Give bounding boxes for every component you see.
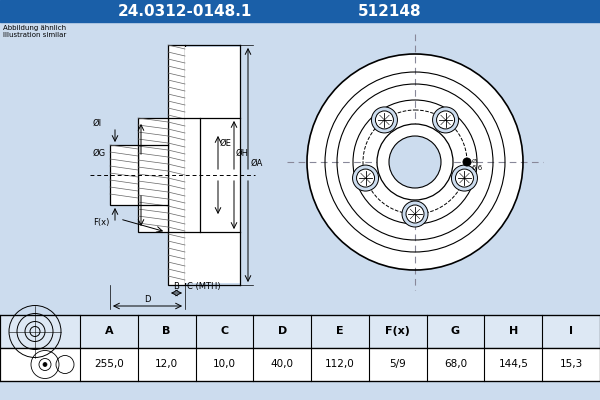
Text: D: D bbox=[278, 326, 287, 336]
Circle shape bbox=[406, 205, 424, 223]
Bar bbox=[185, 47, 240, 283]
Circle shape bbox=[455, 169, 473, 187]
Text: ØG: ØG bbox=[93, 148, 106, 158]
Text: 6,6: 6,6 bbox=[472, 165, 483, 171]
Circle shape bbox=[353, 165, 379, 191]
Circle shape bbox=[371, 107, 397, 133]
Text: 24.0312-0148.1: 24.0312-0148.1 bbox=[118, 4, 252, 18]
Text: Illustration similar: Illustration similar bbox=[3, 32, 66, 38]
Bar bbox=[110, 145, 138, 205]
Bar bbox=[168, 45, 185, 285]
Bar bbox=[138, 118, 168, 232]
Text: ØE: ØE bbox=[220, 138, 232, 148]
Circle shape bbox=[437, 111, 455, 129]
Text: 112,0: 112,0 bbox=[325, 360, 355, 370]
Text: H: H bbox=[509, 326, 518, 336]
Text: G: G bbox=[451, 326, 460, 336]
Text: F(x): F(x) bbox=[93, 218, 109, 228]
Text: 12,0: 12,0 bbox=[155, 360, 178, 370]
Bar bbox=[0, 348, 600, 381]
Text: 5/9: 5/9 bbox=[389, 360, 406, 370]
Circle shape bbox=[433, 107, 458, 133]
Text: 144,5: 144,5 bbox=[499, 360, 528, 370]
Text: I: I bbox=[569, 326, 573, 336]
Text: 255,0: 255,0 bbox=[94, 360, 124, 370]
Text: C: C bbox=[220, 326, 229, 336]
Circle shape bbox=[389, 136, 441, 188]
Circle shape bbox=[402, 201, 428, 227]
Circle shape bbox=[376, 111, 394, 129]
Text: 68,0: 68,0 bbox=[444, 360, 467, 370]
Bar bbox=[0, 0, 600, 22]
Text: D: D bbox=[144, 295, 151, 304]
Text: A: A bbox=[104, 326, 113, 336]
Text: C (MTH): C (MTH) bbox=[187, 282, 221, 291]
Text: E: E bbox=[336, 326, 344, 336]
Text: 512148: 512148 bbox=[358, 4, 422, 18]
Text: Ø: Ø bbox=[472, 159, 477, 164]
Circle shape bbox=[43, 362, 47, 366]
Text: F(x): F(x) bbox=[385, 326, 410, 336]
Circle shape bbox=[463, 158, 471, 166]
Text: Abbildung ähnlich: Abbildung ähnlich bbox=[3, 25, 66, 31]
Text: B: B bbox=[173, 282, 179, 291]
Text: ØA: ØA bbox=[251, 158, 263, 168]
Text: ØH: ØH bbox=[236, 148, 249, 158]
Circle shape bbox=[356, 169, 374, 187]
Text: 15,3: 15,3 bbox=[559, 360, 583, 370]
Circle shape bbox=[307, 54, 523, 270]
Circle shape bbox=[451, 165, 478, 191]
Text: 10,0: 10,0 bbox=[213, 360, 236, 370]
Circle shape bbox=[377, 124, 453, 200]
Text: B: B bbox=[163, 326, 171, 336]
Text: ØI: ØI bbox=[93, 118, 102, 128]
Bar bbox=[0, 315, 600, 348]
Text: 40,0: 40,0 bbox=[271, 360, 294, 370]
